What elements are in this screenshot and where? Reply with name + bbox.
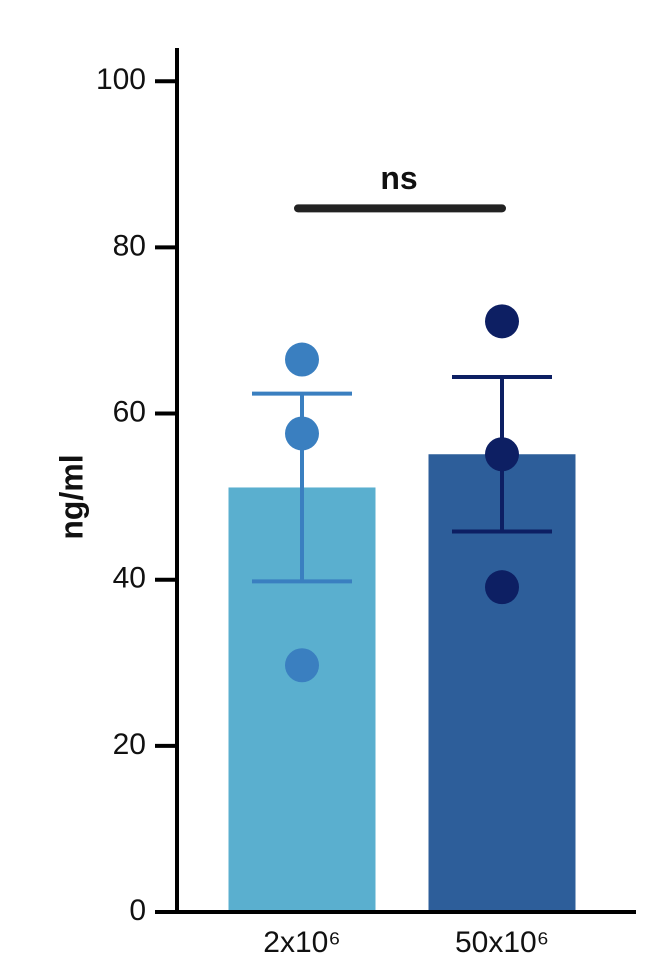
x-tick-label: 50x10⁶ [455,926,549,959]
y-tick-label: 100 [96,63,146,96]
significance-label: ns [380,160,417,196]
data-point [485,437,519,472]
data-point [285,342,319,377]
data-point [485,570,519,605]
data-point [285,648,319,683]
y-axis-label: ng/ml [53,454,89,539]
y-tick-label: 40 [113,562,146,595]
x-tick-label: 2x10⁶ [263,926,340,959]
data-point [485,304,519,339]
y-tick-label: 60 [113,395,146,428]
y-tick-label: 80 [113,229,146,262]
y-tick-label: 20 [113,728,146,761]
data-point [285,416,319,451]
y-tick-label: 0 [129,894,146,927]
